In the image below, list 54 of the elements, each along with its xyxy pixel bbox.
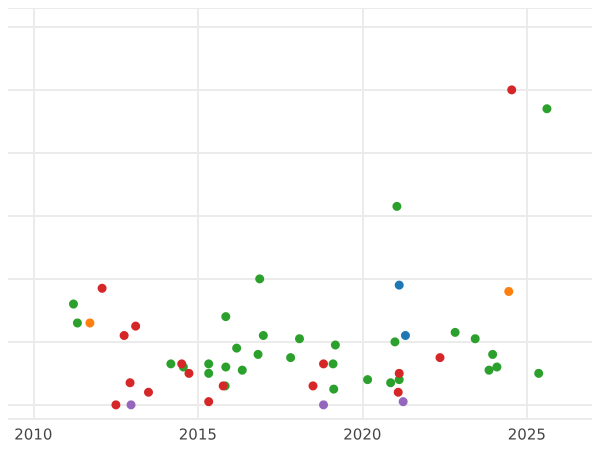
point [258, 331, 268, 340]
point [392, 202, 402, 211]
point [98, 284, 107, 293]
point [126, 378, 135, 388]
x-tick-label: 2010 [14, 426, 52, 444]
point [204, 397, 214, 406]
point [68, 300, 78, 309]
point [177, 359, 186, 368]
point [221, 362, 230, 372]
point [131, 322, 140, 331]
point [488, 350, 498, 359]
point [398, 397, 408, 406]
point [492, 362, 502, 372]
point [308, 381, 318, 390]
point [386, 378, 396, 388]
point [184, 368, 194, 378]
point [390, 337, 400, 346]
point [470, 334, 480, 344]
point [204, 368, 214, 378]
point [484, 366, 494, 375]
point [120, 331, 129, 340]
point [144, 388, 153, 397]
point [400, 331, 410, 340]
point [363, 375, 372, 384]
point [329, 384, 338, 394]
x-tick-label: 2020 [343, 426, 382, 444]
point [166, 359, 176, 368]
point [436, 353, 444, 362]
point [295, 334, 304, 344]
x-tick-label: 2025 [508, 426, 546, 444]
point [330, 340, 340, 350]
point [394, 280, 404, 290]
x-tick-label: 2015 [178, 426, 217, 444]
point [507, 85, 516, 94]
point [204, 359, 214, 368]
point [450, 328, 460, 337]
point [238, 366, 247, 375]
point [72, 318, 82, 328]
point [319, 400, 328, 410]
point [328, 359, 338, 368]
point [542, 104, 552, 114]
point [534, 368, 544, 378]
point [255, 274, 264, 284]
point [111, 400, 120, 410]
point [254, 350, 263, 359]
point [232, 344, 242, 353]
point [394, 368, 404, 378]
point [126, 400, 136, 410]
point [504, 286, 514, 296]
point [85, 318, 94, 328]
point [394, 388, 403, 397]
point [286, 353, 296, 362]
point [319, 359, 328, 368]
point [221, 312, 230, 322]
